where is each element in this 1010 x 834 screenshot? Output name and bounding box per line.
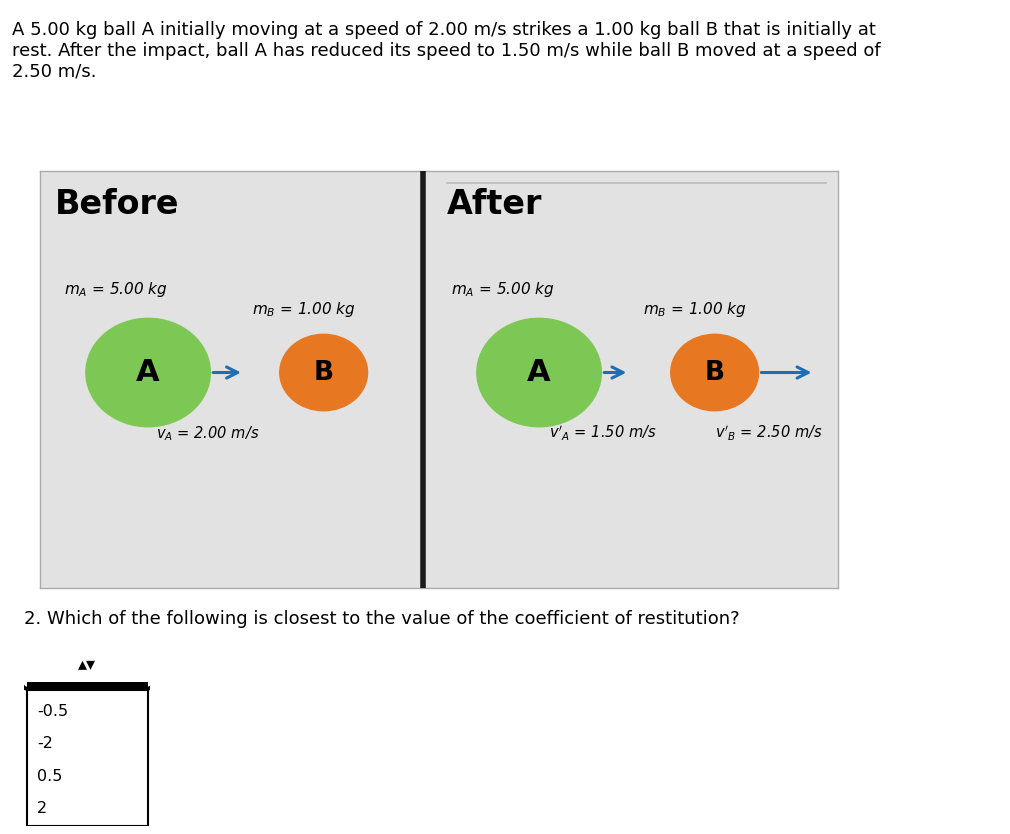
Text: ▴▾: ▴▾ [79,655,96,673]
Circle shape [477,319,601,427]
Bar [26,691,147,826]
Text: B: B [705,359,725,385]
Text: $v'_B$ = 2.50 m/s: $v'_B$ = 2.50 m/s [715,424,822,444]
FancyBboxPatch shape [22,639,154,689]
Text: $m_B$ = 1.00 kg: $m_B$ = 1.00 kg [642,300,746,319]
Text: 2: 2 [37,801,47,816]
Text: $m_A$ = 5.00 kg: $m_A$ = 5.00 kg [65,279,168,299]
Text: B: B [313,359,333,385]
Text: 0.5: 0.5 [37,768,63,783]
Text: $m_B$ = 1.00 kg: $m_B$ = 1.00 kg [251,300,356,319]
Text: -2: -2 [37,736,53,751]
Text: After: After [447,188,542,221]
Text: $m_A$ = 5.00 kg: $m_A$ = 5.00 kg [451,279,556,299]
Text: $v'_A$ = 1.50 m/s: $v'_A$ = 1.50 m/s [549,424,656,444]
Text: $v_A$ = 2.00 m/s: $v_A$ = 2.00 m/s [157,425,260,443]
Bar [26,681,147,691]
Circle shape [280,334,368,411]
Text: A: A [527,358,550,387]
Text: A: A [136,358,160,387]
Circle shape [86,319,210,427]
Text: A 5.00 kg ball A initially moving at a speed of 2.00 m/s strikes a 1.00 kg ball : A 5.00 kg ball A initially moving at a s… [12,21,881,80]
Text: Before: Before [55,188,179,221]
Text: -0.5: -0.5 [37,704,68,719]
Circle shape [671,334,759,411]
Text: 2. Which of the following is closest to the value of the coefficient of restitut: 2. Which of the following is closest to … [24,610,740,629]
